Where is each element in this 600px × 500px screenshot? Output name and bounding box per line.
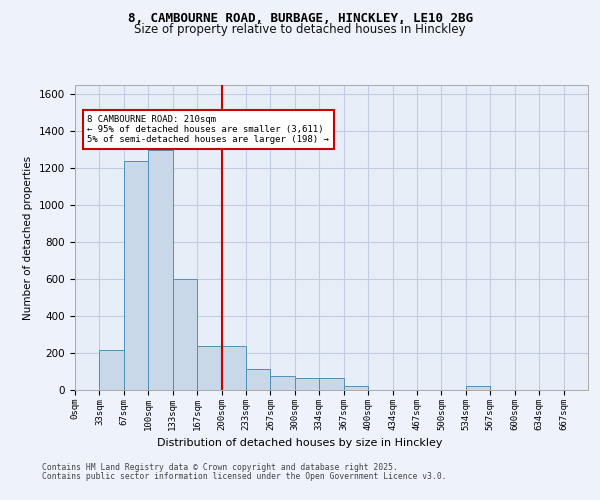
Bar — [344, 386, 368, 390]
Bar — [221, 346, 246, 390]
Bar — [148, 150, 173, 390]
Bar — [100, 350, 124, 390]
Bar — [319, 378, 344, 390]
Bar — [246, 368, 271, 390]
Bar — [295, 378, 319, 390]
Text: Size of property relative to detached houses in Hinckley: Size of property relative to detached ho… — [134, 22, 466, 36]
Text: 8, CAMBOURNE ROAD, BURBAGE, HINCKLEY, LE10 2BG: 8, CAMBOURNE ROAD, BURBAGE, HINCKLEY, LE… — [128, 12, 473, 26]
Bar — [466, 386, 490, 390]
Bar — [197, 346, 221, 390]
Text: 8 CAMBOURNE ROAD: 210sqm
← 95% of detached houses are smaller (3,611)
5% of semi: 8 CAMBOURNE ROAD: 210sqm ← 95% of detach… — [87, 114, 329, 144]
Bar — [124, 161, 148, 390]
Text: Contains public sector information licensed under the Open Government Licence v3: Contains public sector information licen… — [42, 472, 446, 481]
Bar — [271, 376, 295, 390]
Text: Contains HM Land Registry data © Crown copyright and database right 2025.: Contains HM Land Registry data © Crown c… — [42, 464, 398, 472]
Bar — [173, 279, 197, 390]
Text: Distribution of detached houses by size in Hinckley: Distribution of detached houses by size … — [157, 438, 443, 448]
Y-axis label: Number of detached properties: Number of detached properties — [23, 156, 34, 320]
